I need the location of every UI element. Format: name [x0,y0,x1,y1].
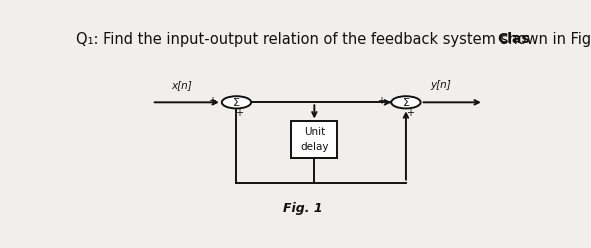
Circle shape [222,96,251,108]
Text: $\Sigma$: $\Sigma$ [402,96,410,108]
Text: Q₁: Find the input-output relation of the feedback system shown in Fig: Q₁: Find the input-output relation of th… [76,32,591,47]
Text: Fig. 1: Fig. 1 [283,202,323,215]
Text: $\Sigma$: $\Sigma$ [232,96,241,108]
Text: y[n]: y[n] [430,80,451,90]
Text: Clas: Clas [497,32,530,46]
Text: +: + [407,108,414,118]
Text: x[n]: x[n] [171,80,192,90]
FancyBboxPatch shape [291,122,337,158]
Text: +: + [377,96,385,106]
Text: +: + [208,96,216,106]
Text: +: + [235,108,243,118]
Text: delay: delay [300,142,329,152]
Circle shape [391,96,421,108]
Text: Unit: Unit [304,127,325,137]
